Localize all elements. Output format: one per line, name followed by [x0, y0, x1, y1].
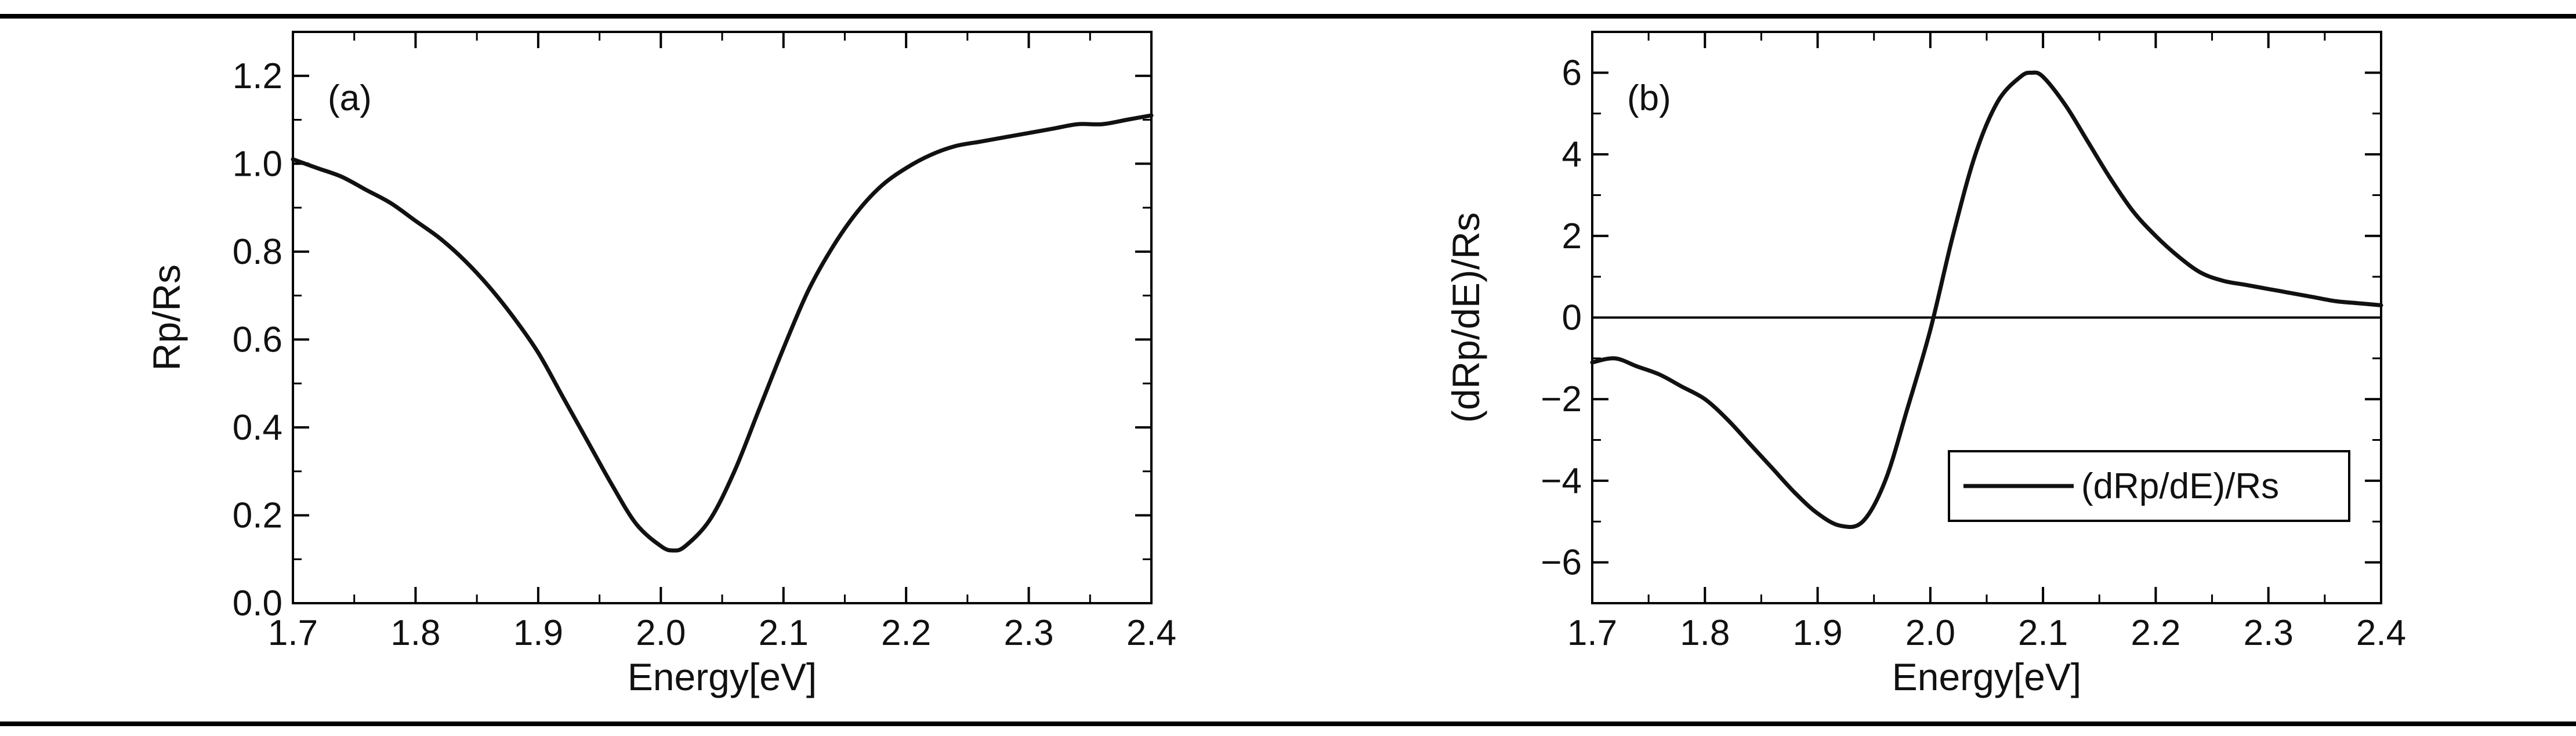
x-tick-label: 1.7	[1567, 613, 1617, 653]
y-tick-label: 1.2	[233, 56, 282, 96]
y-tick-label: −2	[1541, 379, 1582, 419]
series-line-drp-de-rs	[1590, 70, 2383, 530]
x-axis-label-a: Energy[eV]	[628, 655, 817, 698]
x-tick-label: 1.8	[1680, 613, 1730, 653]
x-tick-label: 2.4	[2356, 613, 2406, 653]
plot-frame-a	[292, 31, 1153, 604]
y-tick-label: −4	[1541, 461, 1582, 501]
x-tick-label: 2.1	[2018, 613, 2068, 653]
y-tick-label: 0	[1562, 298, 1582, 338]
chart-panel-a: 1.7 1.8 1.9 2.0 2.1 2.2 2.3 2.4 0.0 0.2 0.4 0.6 0.8…	[145, 31, 1176, 698]
plot-frame-b	[1591, 31, 2382, 604]
x-tick-label: 1.7	[268, 613, 318, 653]
legend-entry-label: (dRp/dE)/Rs	[2081, 466, 2279, 506]
x-axis-label-b: Energy[eV]	[1892, 655, 2082, 698]
x-tick-label: 2.2	[881, 613, 931, 653]
y-tick-label: 6	[1562, 53, 1582, 93]
x-tick-label: 1.9	[513, 613, 563, 653]
x-tick-label: 2.2	[2131, 613, 2180, 653]
axis-ticks-a	[292, 32, 1153, 604]
x-tick-label: 2.3	[1003, 613, 1053, 653]
x-tick-labels-a: 1.7 1.8 1.9 2.0 2.1 2.2 2.3 2.4	[268, 613, 1176, 653]
y-axis-label-a: Rp/Rs	[145, 264, 188, 371]
x-tick-label: 2.0	[636, 613, 686, 653]
legend-b: (dRp/dE)/Rs	[1948, 450, 2350, 522]
x-tick-label: 2.3	[2244, 613, 2294, 653]
y-tick-label: 0.4	[233, 408, 282, 448]
x-tick-label: 1.8	[390, 613, 440, 653]
y-tick-label: 4	[1562, 135, 1582, 175]
y-tick-label: −6	[1541, 543, 1582, 583]
x-tick-labels-b: 1.7 1.8 1.9 2.0 2.1 2.2 2.3 2.4	[1567, 613, 2406, 653]
series-line-rp-rs	[291, 113, 1154, 553]
y-tick-label: 0.8	[233, 232, 282, 272]
y-axis-label-b: (dRp/dE)/Rs	[1444, 212, 1487, 423]
y-tick-labels-a: 0.0 0.2 0.4 0.6 0.8 1.0 1.2	[233, 56, 282, 623]
y-tick-label: 2	[1562, 216, 1582, 256]
y-tick-label: 0.2	[233, 495, 282, 535]
y-tick-label: 0.6	[233, 320, 282, 360]
panel-label-a: (a)	[328, 78, 372, 118]
y-tick-label: 0.0	[233, 583, 282, 623]
x-tick-label: 2.0	[1905, 613, 1955, 653]
y-tick-label: 1.0	[233, 144, 282, 184]
y-tick-labels-b: −6 −4 −2 0 2 4 6	[1541, 53, 1582, 582]
x-tick-label: 1.9	[1792, 613, 1842, 653]
x-tick-label: 2.1	[759, 613, 809, 653]
panel-label-b: (b)	[1627, 78, 1671, 118]
x-tick-label: 2.4	[1126, 613, 1176, 653]
